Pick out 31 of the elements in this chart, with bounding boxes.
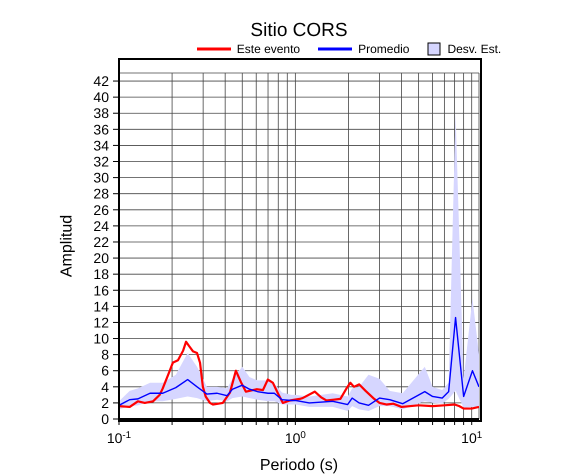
y-tick-label: 26 <box>93 202 110 218</box>
y-tick-label: 18 <box>93 266 110 282</box>
y-tick-label: 20 <box>93 250 110 266</box>
y-tick-label: 40 <box>93 89 110 106</box>
y-tick-label: 34 <box>93 137 110 154</box>
y-tick-label: 6 <box>101 362 110 379</box>
y-tick-label: 10 <box>93 330 110 347</box>
text: Desv. Est. <box>447 42 502 56</box>
y-tick-label: 4 <box>101 378 110 395</box>
chart-title: Sitio CORS <box>249 20 349 42</box>
x-tick-label: 10$^{0}$ <box>284 430 306 446</box>
legend-label: Este evento <box>236 42 300 56</box>
y-tick-label: 32 <box>93 154 110 170</box>
y-tick-label: 24 <box>93 218 110 234</box>
y-tick-label: 12 <box>93 314 110 330</box>
y-tick-label: 42 <box>93 73 110 90</box>
y-tick-label: 14 <box>93 298 110 314</box>
y-tick-label: 0 <box>101 411 110 427</box>
y-tick-label: 8 <box>101 346 110 363</box>
legend-label: Promedio <box>358 42 410 56</box>
y-axis-title: Amplitud <box>58 214 76 278</box>
y-tick-label: 30 <box>93 170 110 186</box>
x-axis-title: Periodo (s) <box>260 457 338 474</box>
y-tick-label: 28 <box>93 186 110 202</box>
x-tick-label: 10$^{1}$ <box>461 430 482 446</box>
y-tick-label: 22 <box>93 234 110 250</box>
y-tick-label: 2 <box>101 394 110 411</box>
y-tick-label: 16 <box>93 282 110 298</box>
x-tick-label: 10$^{-1}$ <box>106 430 132 446</box>
y-tick-label: 38 <box>93 105 110 122</box>
y-tick-label: 36 <box>93 121 110 138</box>
